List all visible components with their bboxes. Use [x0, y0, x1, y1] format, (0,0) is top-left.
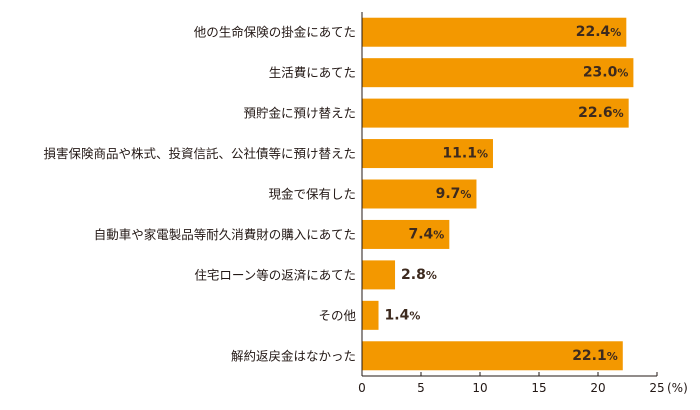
bar-8: [362, 300, 379, 330]
category-label-6: 自動車や家電製品等耐久消費財の購入にあてた: [94, 227, 356, 242]
bar-5: [362, 179, 477, 209]
category-label-3: 預貯金に預け替えた: [243, 106, 356, 121]
value-label-7: 2.8%: [401, 267, 437, 283]
bar-9: [362, 341, 623, 371]
x-tick-label-3: 10: [472, 381, 487, 395]
category-labels: 他の生命保険の掛金にあてた生活費にあてた預貯金に預け替えた損害保険商品や株式、投…: [43, 25, 356, 364]
x-tick-label-2: 5: [417, 381, 425, 395]
value-label-9: 22.1%: [572, 348, 618, 364]
category-label-5: 現金で保有した: [268, 187, 356, 202]
value-label-5: 9.7%: [436, 186, 472, 202]
value-label-4: 11.1%: [442, 146, 488, 162]
bars-group: [362, 17, 634, 371]
category-label-8: その他: [318, 308, 356, 323]
x-tick-label-5: 20: [590, 381, 605, 395]
category-label-4: 損害保険商品や株式、投資信託、公社債等に預け替えた: [43, 146, 356, 161]
value-label-1: 22.4%: [576, 24, 622, 40]
bar-2: [362, 58, 634, 88]
category-label-1: 他の生命保険の掛金にあてた: [194, 25, 356, 40]
category-label-7: 住宅ローン等の返済にあてた: [194, 267, 356, 282]
bar-7: [362, 260, 396, 290]
value-label-3: 22.6%: [578, 105, 624, 121]
value-label-8: 1.4%: [385, 307, 421, 323]
category-label-2: 生活費にあてた: [269, 65, 356, 80]
bar-6: [362, 219, 450, 249]
x-tick-label-6: 25: [649, 381, 664, 395]
bar-4: [362, 139, 493, 169]
bar-1: [362, 17, 627, 47]
x-tick-label-1: 0: [358, 381, 366, 395]
value-label-2: 23.0%: [583, 65, 629, 81]
x-axis: 0 5 10 15 20 25: [358, 12, 665, 395]
value-labels: 22.4% 23.0% 22.6% 11.1% 9.7% 7.4% 2.8% 1.4% 22.1…: [385, 24, 629, 364]
x-axis-unit: (%): [667, 381, 688, 395]
value-label-6: 7.4%: [408, 226, 444, 242]
x-tick-label-4: 15: [531, 381, 546, 395]
category-label-9: 解約返戻金はなかった: [231, 348, 356, 363]
bar-3: [362, 98, 629, 128]
